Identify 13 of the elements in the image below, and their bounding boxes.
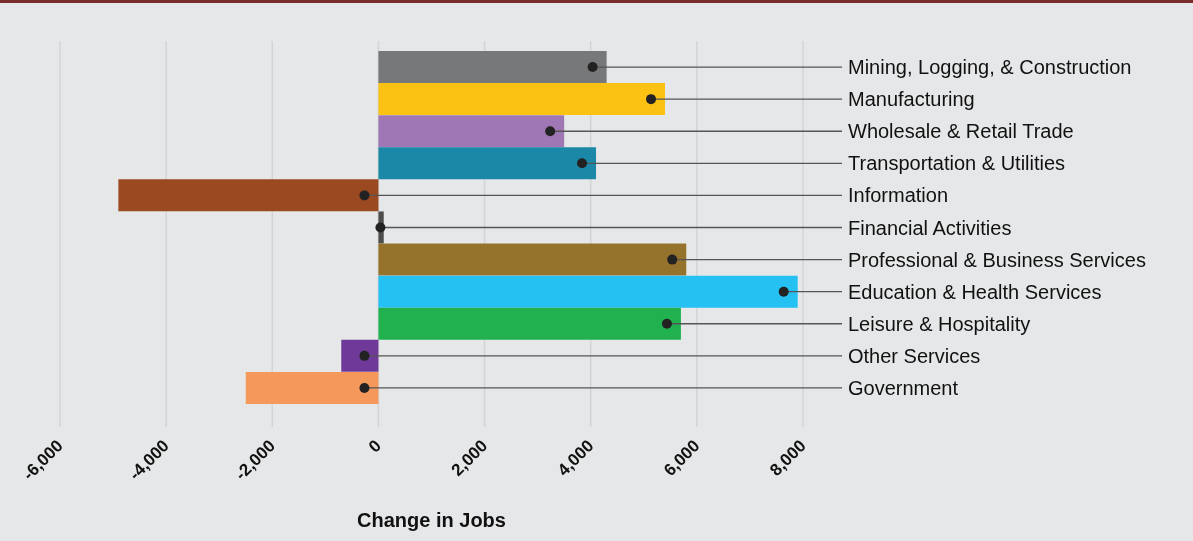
y-tick-label: Transportation & Utilities xyxy=(848,152,1066,175)
x-axis-title: Change in Jobs xyxy=(357,509,506,531)
y-tick-label: Education & Health Services xyxy=(848,280,1102,303)
y-tick-label: Professional & Business Services xyxy=(848,248,1146,271)
y-tick-label: Financial Activities xyxy=(848,216,1012,239)
y-tick-label: Information xyxy=(848,184,949,207)
y-tick-label: Government xyxy=(848,376,959,399)
y-tick-label: Mining, Logging, & Construction xyxy=(848,56,1132,79)
y-tick-label: Wholesale & Retail Trade xyxy=(848,120,1074,143)
y-tick-label: Other Services xyxy=(848,344,981,367)
y-tick-label: Manufacturing xyxy=(848,88,975,111)
y-tick-label: Leisure & Hospitality xyxy=(848,312,1031,335)
x-tick-label: 0 xyxy=(365,436,386,457)
